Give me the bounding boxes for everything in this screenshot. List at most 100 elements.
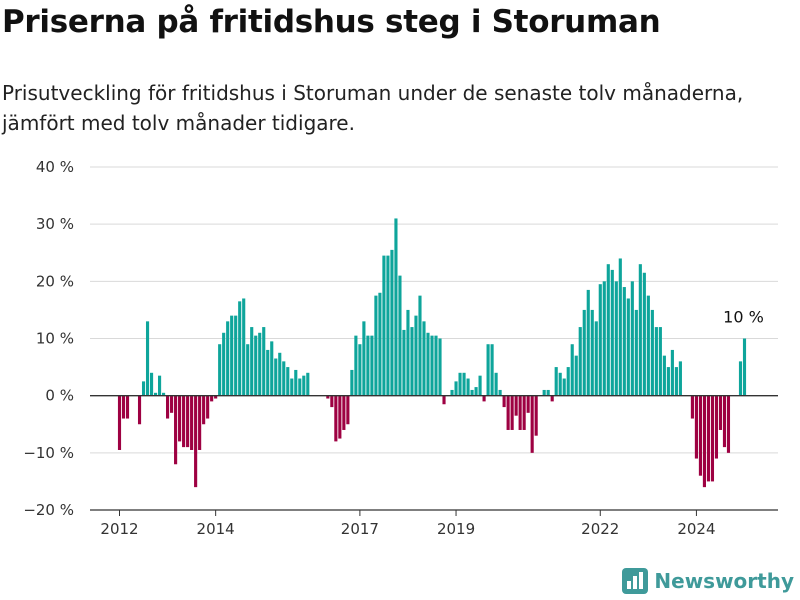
- bar: [534, 395, 538, 436]
- bar: [626, 298, 630, 396]
- x-tick-label: 2014: [197, 520, 235, 538]
- bar: [646, 295, 650, 396]
- bar: [458, 372, 462, 396]
- bar: [242, 298, 246, 396]
- bar: [206, 395, 210, 419]
- y-tick-label: −10 %: [23, 444, 74, 462]
- bar: [222, 332, 226, 396]
- bar: [610, 269, 614, 396]
- bar: [370, 335, 374, 396]
- bar: [346, 395, 350, 425]
- bar: [606, 264, 610, 396]
- x-tick-label: 2017: [341, 520, 379, 538]
- bar: [414, 315, 418, 396]
- bar: [474, 387, 478, 396]
- bar: [494, 372, 498, 396]
- x-tick-label: 2012: [100, 520, 138, 538]
- bar: [546, 389, 550, 396]
- bar: [658, 327, 662, 396]
- bar: [714, 395, 719, 459]
- bar: [462, 372, 466, 396]
- bar: [622, 287, 626, 396]
- bar: [554, 367, 558, 396]
- bar: [738, 361, 743, 396]
- bar: [586, 289, 590, 396]
- y-tick-label: −20 %: [23, 501, 74, 519]
- bar: [402, 329, 406, 396]
- bar: [702, 395, 706, 488]
- bar: [170, 395, 174, 413]
- bar: [218, 344, 222, 396]
- bar: [662, 355, 666, 396]
- bar: [338, 395, 342, 439]
- bar: [358, 344, 362, 396]
- bar: [454, 381, 458, 396]
- y-tick-label: 30 %: [36, 215, 74, 233]
- bar: [666, 367, 670, 396]
- bar: [198, 395, 202, 450]
- bar: [382, 255, 386, 396]
- bar: [642, 272, 646, 396]
- bar: [582, 309, 586, 396]
- bar: [354, 335, 358, 396]
- bar: [350, 369, 354, 396]
- bar: [410, 327, 414, 396]
- bar: [594, 321, 598, 396]
- bar: [434, 335, 438, 396]
- bar: [258, 332, 262, 396]
- bar: [550, 395, 554, 402]
- chart-subtitle: Prisutveckling för fritidshus i Storuman…: [2, 81, 744, 135]
- bar: [398, 275, 402, 396]
- bar: [614, 281, 618, 396]
- bar: [378, 292, 382, 396]
- bar: [286, 367, 290, 396]
- bar: [186, 395, 190, 448]
- y-tick-label: 10 %: [36, 330, 74, 348]
- bar: [418, 295, 422, 396]
- bar: [718, 395, 723, 430]
- bar: [574, 355, 578, 396]
- bar: [270, 341, 274, 396]
- y-tick-label: 20 %: [36, 272, 74, 290]
- bar: [542, 389, 546, 396]
- bar: [366, 335, 370, 396]
- annotation-label: 10 %: [723, 308, 764, 327]
- bar: [670, 349, 674, 396]
- bar: [690, 395, 694, 419]
- tick-labels: −20 % −10 % 0 % 10 % 20 % 30 % 40 % 2012 2014 201…: [23, 158, 764, 538]
- bar: [238, 301, 242, 396]
- bar: [478, 375, 482, 396]
- bar: [190, 395, 194, 450]
- bar: [262, 327, 266, 396]
- bar: [510, 395, 514, 430]
- bar: [266, 349, 270, 396]
- bar: [210, 395, 214, 402]
- bars: [117, 218, 747, 488]
- bar: [590, 309, 594, 396]
- bar: [634, 309, 638, 396]
- bar: [294, 369, 298, 396]
- bar: [194, 395, 198, 488]
- x-tick-label: 2024: [677, 520, 715, 538]
- bar: [226, 321, 230, 396]
- brand-logo: Newsworthy: [622, 568, 794, 594]
- bar: [602, 281, 606, 396]
- bar: [674, 367, 678, 396]
- bar: [282, 361, 286, 396]
- bar: [638, 264, 642, 396]
- bar: [514, 395, 518, 416]
- bar-chart-logo-icon: [622, 568, 649, 594]
- bar: [526, 395, 530, 413]
- bar: [290, 378, 294, 396]
- bar: [694, 395, 698, 459]
- bar: [178, 395, 182, 442]
- bar: [630, 281, 634, 396]
- bar: [482, 395, 486, 402]
- bar: [342, 395, 346, 430]
- chart-title: Priserna på fritidshus steg i Storuman: [2, 4, 661, 40]
- bar: [274, 358, 278, 396]
- bar: [386, 255, 390, 396]
- bar: [578, 327, 582, 396]
- bar: [137, 395, 142, 425]
- bar: [298, 378, 302, 396]
